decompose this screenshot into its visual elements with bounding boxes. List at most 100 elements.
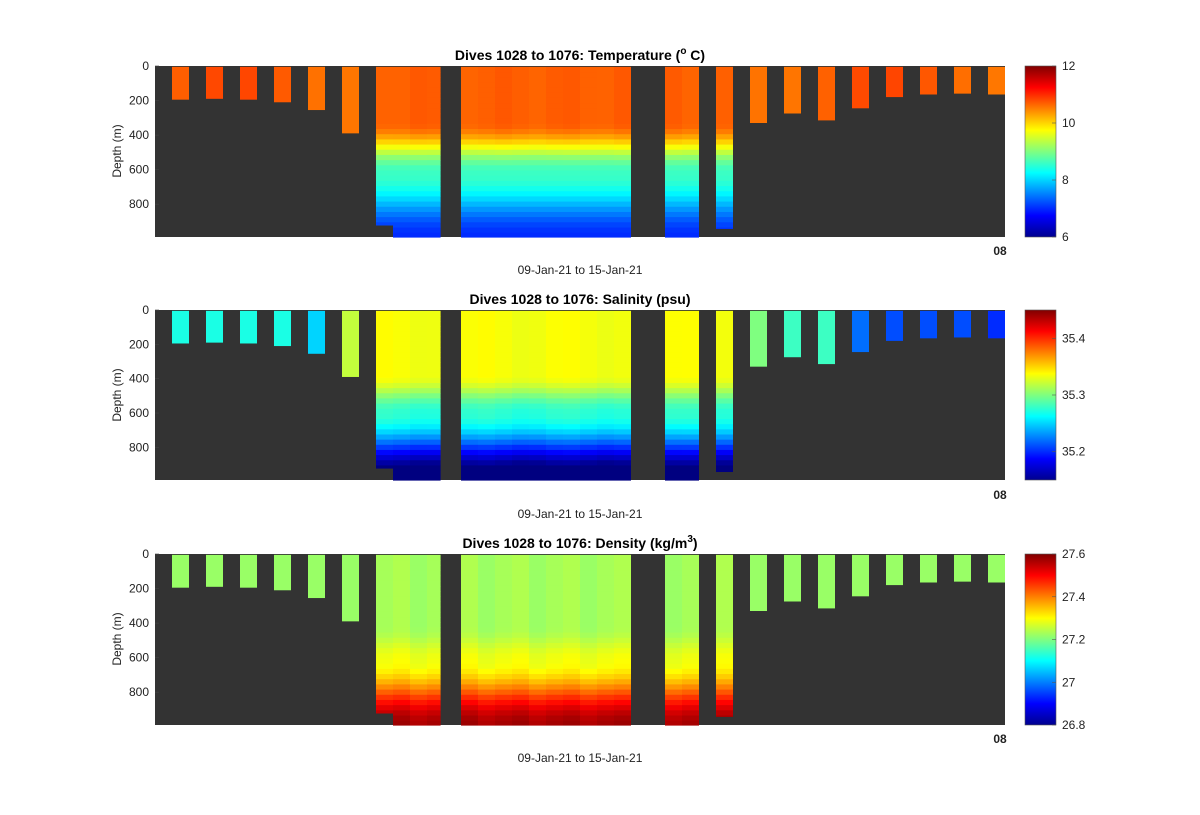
density-xlabel: 09-Jan-21 to 15-Jan-21: [518, 751, 643, 765]
profile-cell: [580, 118, 597, 125]
profile-cell: [716, 170, 733, 177]
profile-cell: [563, 439, 580, 446]
profile-cell: [546, 217, 563, 223]
profile-cell: [682, 134, 699, 141]
profile-cell: [546, 684, 563, 691]
profile-cell: [682, 118, 699, 125]
profile-cell: [682, 465, 699, 472]
profile-cell: [580, 611, 597, 618]
profile-cell: [410, 196, 427, 203]
profile-cell: [478, 663, 495, 670]
profile-cell: [376, 699, 393, 706]
profile-cell: [512, 191, 529, 198]
profile-cell: [563, 165, 580, 172]
profile-cell: [478, 455, 495, 461]
profile-cell: [716, 668, 733, 675]
profile-cell: [546, 134, 563, 141]
profile-cell: [580, 170, 597, 177]
profile-cell: [682, 663, 699, 670]
profile-cell: [614, 154, 631, 161]
profile-cell: [461, 206, 478, 213]
profile-cell: [461, 113, 478, 120]
profile-cell: [716, 149, 733, 156]
dive-profile: [716, 310, 733, 473]
profile-cell: [665, 622, 682, 629]
profile-cell: [393, 331, 410, 338]
profile-cell: [495, 388, 512, 394]
profile-cell: [614, 336, 631, 343]
profile-cell: [410, 326, 427, 333]
profile-cell: [665, 617, 682, 623]
profile-cell: [427, 689, 441, 696]
profile-cell: [308, 554, 325, 599]
profile-cell: [495, 82, 512, 89]
profile-cell: [393, 674, 410, 680]
profile-cell: [546, 129, 563, 135]
profile-cell: [529, 92, 546, 99]
profile-cell: [563, 580, 580, 587]
profile-cell: [512, 694, 529, 701]
profile-cell: [478, 372, 495, 379]
profile-cell: [546, 222, 563, 229]
profile-cell: [461, 103, 478, 109]
profile-cell: [597, 206, 614, 213]
profile-cell: [478, 699, 495, 706]
profile-cell: [495, 679, 512, 686]
profile-cell: [529, 372, 546, 379]
profile-cell: [682, 434, 699, 441]
profile-cell: [495, 92, 512, 99]
profile-cell: [410, 705, 427, 711]
profile-cell: [461, 596, 478, 603]
density-x-tick: 08: [993, 732, 1007, 746]
profile-cell: [716, 663, 733, 670]
profile-cell: [546, 108, 563, 115]
profile-cell: [716, 679, 733, 686]
profile-cell: [682, 72, 699, 78]
profile-cell: [393, 393, 410, 400]
profile-cell: [410, 570, 427, 577]
profile-cell: [461, 720, 478, 726]
dive-profile: [410, 66, 427, 238]
profile-cell: [461, 715, 478, 722]
profile-cell: [614, 222, 631, 229]
profile-cell: [665, 388, 682, 394]
profile-cell: [393, 357, 410, 363]
profile-cell: [665, 316, 682, 322]
profile-cell: [546, 336, 563, 343]
profile-cell: [580, 123, 597, 130]
dive-profile: [614, 310, 631, 481]
profile-cell: [427, 336, 441, 343]
profile-cell: [716, 211, 733, 218]
profile-cell: [682, 591, 699, 597]
profile-cell: [614, 642, 631, 649]
profile-cell: [563, 622, 580, 629]
profile-cell: [427, 398, 441, 405]
profile-cell: [614, 475, 631, 481]
profile-cell: [495, 66, 512, 73]
profile-cell: [461, 429, 478, 436]
profile-cell: [597, 705, 614, 711]
profile-cell: [597, 222, 614, 229]
profile-cell: [597, 77, 614, 84]
profile-cell: [665, 449, 682, 456]
dive-profile: [665, 66, 682, 238]
profile-cell: [563, 87, 580, 94]
profile-cell: [495, 165, 512, 172]
profile-cell: [597, 439, 614, 446]
profile-cell: [614, 560, 631, 566]
profile-cell: [665, 419, 682, 425]
profile-cell: [716, 684, 733, 691]
profile-cell: [546, 82, 563, 89]
profile-cell: [376, 668, 393, 675]
profile-cell: [512, 684, 529, 691]
profile-cell: [427, 175, 441, 182]
profile-cell: [529, 72, 546, 78]
profile-cell: [427, 144, 441, 151]
profile-cell: [597, 449, 614, 456]
profile-cell: [478, 82, 495, 89]
profile-cell: [563, 154, 580, 161]
profile-cell: [512, 310, 529, 317]
profile-cell: [716, 393, 733, 400]
profile-cell: [597, 444, 614, 451]
profile-cell: [665, 160, 682, 166]
